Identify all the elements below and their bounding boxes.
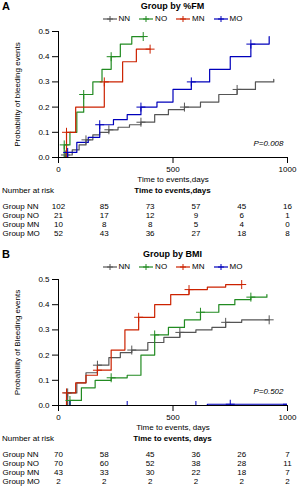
svg-text:0.4: 0.4 <box>38 300 50 309</box>
html-text:MN: MN <box>192 262 205 271</box>
svg-text:43: 43 <box>54 468 63 477</box>
svg-text:Group NO: Group NO <box>3 211 39 220</box>
html-text:NO: NO <box>155 14 168 23</box>
html-text:MO: MO <box>229 262 243 271</box>
svg-text:7: 7 <box>285 468 290 477</box>
svg-text:21: 21 <box>54 211 63 220</box>
html-text:A: A <box>2 0 10 12</box>
svg-text:57: 57 <box>191 202 200 211</box>
svg-text:Group NN: Group NN <box>3 450 39 459</box>
svg-text:2: 2 <box>194 477 199 486</box>
svg-text:Group MN: Group MN <box>3 468 40 477</box>
svg-text:36: 36 <box>191 450 200 459</box>
html-text:Time to events, days: Time to events, days <box>133 434 212 443</box>
svg-text:102: 102 <box>52 202 66 211</box>
svg-text:0.3: 0.3 <box>38 77 50 86</box>
svg-text:500: 500 <box>166 413 180 422</box>
svg-text:Probability of bleeding events: Probability of bleeding events <box>13 42 22 147</box>
html-text:NN: NN <box>118 14 131 23</box>
svg-text:Group MN: Group MN <box>3 220 40 229</box>
svg-text:0: 0 <box>56 165 61 174</box>
svg-text:5: 5 <box>194 220 199 229</box>
svg-text:Group MO: Group MO <box>3 477 40 486</box>
svg-text:28: 28 <box>237 459 246 468</box>
svg-text:60: 60 <box>100 459 109 468</box>
html-text:NO: NO <box>155 262 168 271</box>
html-text:MO: MO <box>229 14 243 23</box>
svg-text:Time to events, days: Time to events, days <box>136 423 210 432</box>
svg-text:0.4: 0.4 <box>38 52 50 61</box>
svg-text:10: 10 <box>54 220 63 229</box>
svg-text:11: 11 <box>283 459 292 468</box>
svg-text:6: 6 <box>239 211 244 220</box>
svg-text:70: 70 <box>54 450 63 459</box>
svg-text:Probability of Bleeding events: Probability of Bleeding events <box>13 290 22 395</box>
svg-text:0: 0 <box>56 413 61 422</box>
html-text:NN: NN <box>118 262 131 271</box>
svg-text:2: 2 <box>285 477 290 486</box>
svg-text:22: 22 <box>191 468 200 477</box>
svg-text:0: 0 <box>285 220 290 229</box>
svg-text:26: 26 <box>237 450 246 459</box>
html-text:Time to events,days: Time to events,days <box>134 186 211 195</box>
svg-text:Group NO: Group NO <box>3 459 39 468</box>
svg-text:58: 58 <box>100 450 109 459</box>
svg-text:2: 2 <box>102 477 107 486</box>
svg-text:8: 8 <box>148 220 153 229</box>
svg-text:52: 52 <box>54 229 63 238</box>
svg-text:30: 30 <box>146 468 155 477</box>
svg-text:73: 73 <box>146 202 155 211</box>
svg-text:16: 16 <box>283 202 292 211</box>
html-text:B: B <box>2 248 10 260</box>
svg-text:0.1: 0.1 <box>38 128 50 137</box>
svg-text:0.5: 0.5 <box>38 27 50 36</box>
svg-text:27: 27 <box>191 229 200 238</box>
svg-text:2: 2 <box>56 477 61 486</box>
svg-text:9: 9 <box>194 211 199 220</box>
svg-text:Group MO: Group MO <box>3 229 40 238</box>
html-text:Group by BMI: Group by BMI <box>143 249 202 259</box>
svg-text:0.5: 0.5 <box>38 275 50 284</box>
svg-text:18: 18 <box>237 229 246 238</box>
svg-text:85: 85 <box>100 202 109 211</box>
svg-text:P=0.502: P=0.502 <box>253 387 284 396</box>
svg-text:12: 12 <box>146 211 155 220</box>
svg-text:Time to events,days: Time to events,days <box>137 175 208 184</box>
svg-text:0.3: 0.3 <box>38 325 50 334</box>
svg-text:52: 52 <box>146 459 155 468</box>
svg-text:36: 36 <box>146 229 155 238</box>
svg-text:7: 7 <box>285 450 290 459</box>
svg-text:0.2: 0.2 <box>38 351 50 360</box>
html-text:Number at risk: Number at risk <box>2 434 54 443</box>
html-text:MN: MN <box>192 14 205 23</box>
svg-text:45: 45 <box>237 202 246 211</box>
svg-text:2: 2 <box>239 477 244 486</box>
svg-text:45: 45 <box>146 450 155 459</box>
svg-text:1000: 1000 <box>279 165 297 174</box>
html-text:Group by %FM: Group by %FM <box>140 1 205 11</box>
svg-text:2: 2 <box>148 477 153 486</box>
svg-text:4: 4 <box>239 220 244 229</box>
html-text:Number at risk: Number at risk <box>2 186 54 195</box>
svg-text:0.2: 0.2 <box>38 103 50 112</box>
svg-text:43: 43 <box>100 229 109 238</box>
svg-text:38: 38 <box>191 459 200 468</box>
svg-text:8: 8 <box>285 229 290 238</box>
svg-text:P=0.008: P=0.008 <box>253 139 284 148</box>
svg-text:1000: 1000 <box>279 413 297 422</box>
svg-text:Group NN: Group NN <box>3 202 39 211</box>
svg-text:18: 18 <box>237 468 246 477</box>
svg-text:500: 500 <box>166 165 180 174</box>
svg-text:0.0: 0.0 <box>38 153 50 162</box>
svg-text:1: 1 <box>285 211 290 220</box>
svg-text:0.0: 0.0 <box>38 401 50 410</box>
svg-text:0.1: 0.1 <box>38 376 50 385</box>
svg-text:17: 17 <box>100 211 109 220</box>
svg-text:8: 8 <box>102 220 107 229</box>
svg-text:33: 33 <box>100 468 109 477</box>
svg-text:70: 70 <box>54 459 63 468</box>
